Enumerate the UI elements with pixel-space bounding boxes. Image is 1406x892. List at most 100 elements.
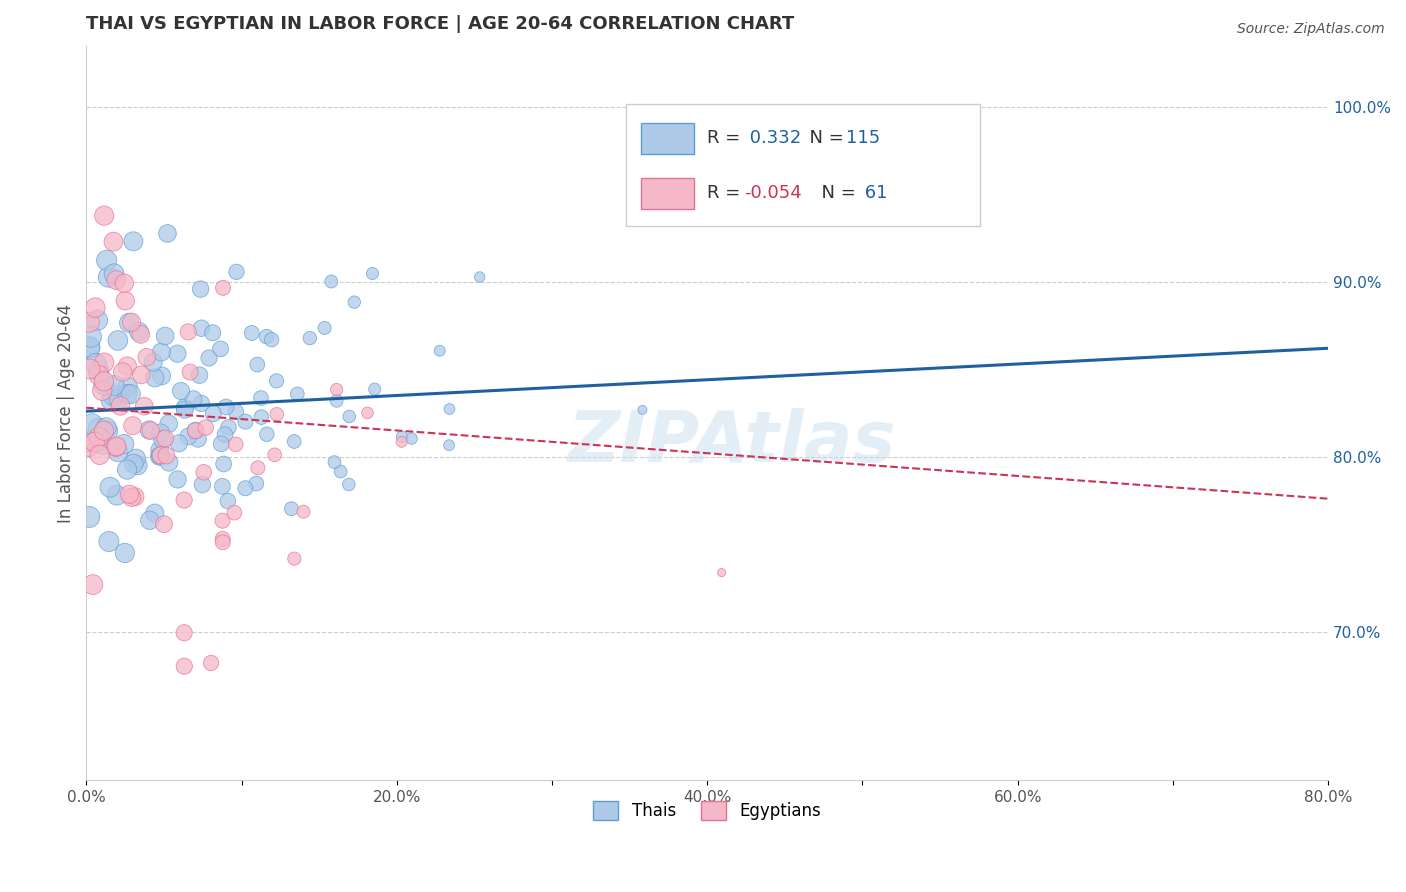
Text: R =: R =	[707, 185, 747, 202]
Point	[193, 465, 215, 479]
Point	[107, 445, 129, 459]
Point	[118, 316, 141, 330]
Point	[150, 368, 173, 383]
Point	[439, 402, 461, 417]
Point	[121, 315, 143, 329]
Point	[167, 436, 190, 450]
Text: 115: 115	[846, 129, 880, 147]
Point	[177, 429, 200, 443]
Point	[266, 407, 288, 421]
Point	[283, 551, 305, 566]
Point	[115, 462, 138, 476]
Point	[103, 267, 125, 281]
Point	[184, 424, 207, 438]
Point	[217, 420, 239, 434]
Point	[87, 368, 110, 383]
Point	[283, 434, 305, 449]
Point	[157, 417, 180, 431]
Point	[183, 392, 205, 406]
Point	[363, 382, 385, 396]
Text: Source: ZipAtlas.com: Source: ZipAtlas.com	[1237, 22, 1385, 37]
Point	[188, 368, 211, 383]
Point	[314, 321, 336, 335]
Point	[89, 448, 111, 462]
Point	[82, 577, 104, 591]
Point	[201, 326, 224, 340]
Point	[391, 434, 413, 449]
Point	[325, 383, 347, 397]
Point	[79, 510, 101, 524]
Point	[84, 357, 107, 371]
Point	[391, 430, 413, 444]
Point	[128, 325, 150, 339]
Point	[245, 476, 267, 491]
Point	[215, 400, 238, 414]
Bar	[641, 123, 693, 153]
Point	[156, 227, 179, 241]
Point	[80, 417, 103, 432]
Point	[263, 448, 285, 462]
Point	[198, 351, 221, 365]
Point	[187, 432, 209, 446]
Point	[225, 405, 247, 419]
Point	[235, 415, 257, 429]
Point	[100, 393, 122, 408]
Point	[107, 334, 129, 348]
Point	[246, 460, 269, 475]
Point	[212, 457, 235, 471]
Point	[87, 364, 110, 378]
Point	[84, 301, 107, 315]
Point	[209, 437, 232, 451]
Point	[194, 420, 217, 434]
Point	[117, 359, 139, 373]
Point	[260, 333, 283, 347]
Point	[212, 281, 235, 295]
Point	[149, 448, 172, 462]
Point	[190, 282, 212, 296]
Point	[155, 432, 177, 446]
Point	[96, 421, 118, 435]
Text: N =: N =	[797, 129, 849, 147]
Point	[110, 399, 132, 413]
Point	[250, 391, 273, 405]
Point	[292, 505, 315, 519]
Point	[143, 506, 166, 520]
Point	[117, 379, 139, 393]
Point	[129, 327, 152, 342]
Point	[79, 315, 101, 329]
Point	[280, 501, 302, 516]
Point	[101, 389, 124, 403]
Point	[131, 368, 153, 382]
Point	[235, 481, 257, 495]
Point	[256, 329, 278, 343]
Point	[401, 432, 423, 446]
Y-axis label: In Labor Force | Age 20-64: In Labor Force | Age 20-64	[58, 303, 75, 523]
Point	[112, 437, 135, 451]
Point	[138, 423, 160, 437]
Point	[103, 235, 125, 249]
Point	[98, 480, 121, 494]
Point	[79, 362, 101, 376]
Text: ZIPAtlas: ZIPAtlas	[568, 408, 896, 477]
Point	[285, 387, 308, 401]
Point	[93, 377, 115, 392]
Point	[217, 494, 239, 508]
Point	[468, 269, 491, 284]
Legend: Thais, Egyptians: Thais, Egyptians	[586, 795, 828, 827]
Point	[177, 325, 200, 339]
Point	[329, 465, 352, 479]
Point	[155, 449, 177, 463]
Point	[87, 430, 110, 444]
Point	[173, 401, 195, 415]
Point	[153, 329, 176, 343]
Point	[139, 424, 162, 438]
Point	[86, 313, 108, 327]
Point	[80, 330, 103, 344]
Point	[91, 437, 114, 451]
Point	[117, 387, 139, 401]
Point	[91, 384, 114, 398]
Point	[96, 253, 118, 268]
Point	[323, 455, 346, 469]
Point	[170, 384, 193, 398]
Point	[93, 209, 115, 223]
